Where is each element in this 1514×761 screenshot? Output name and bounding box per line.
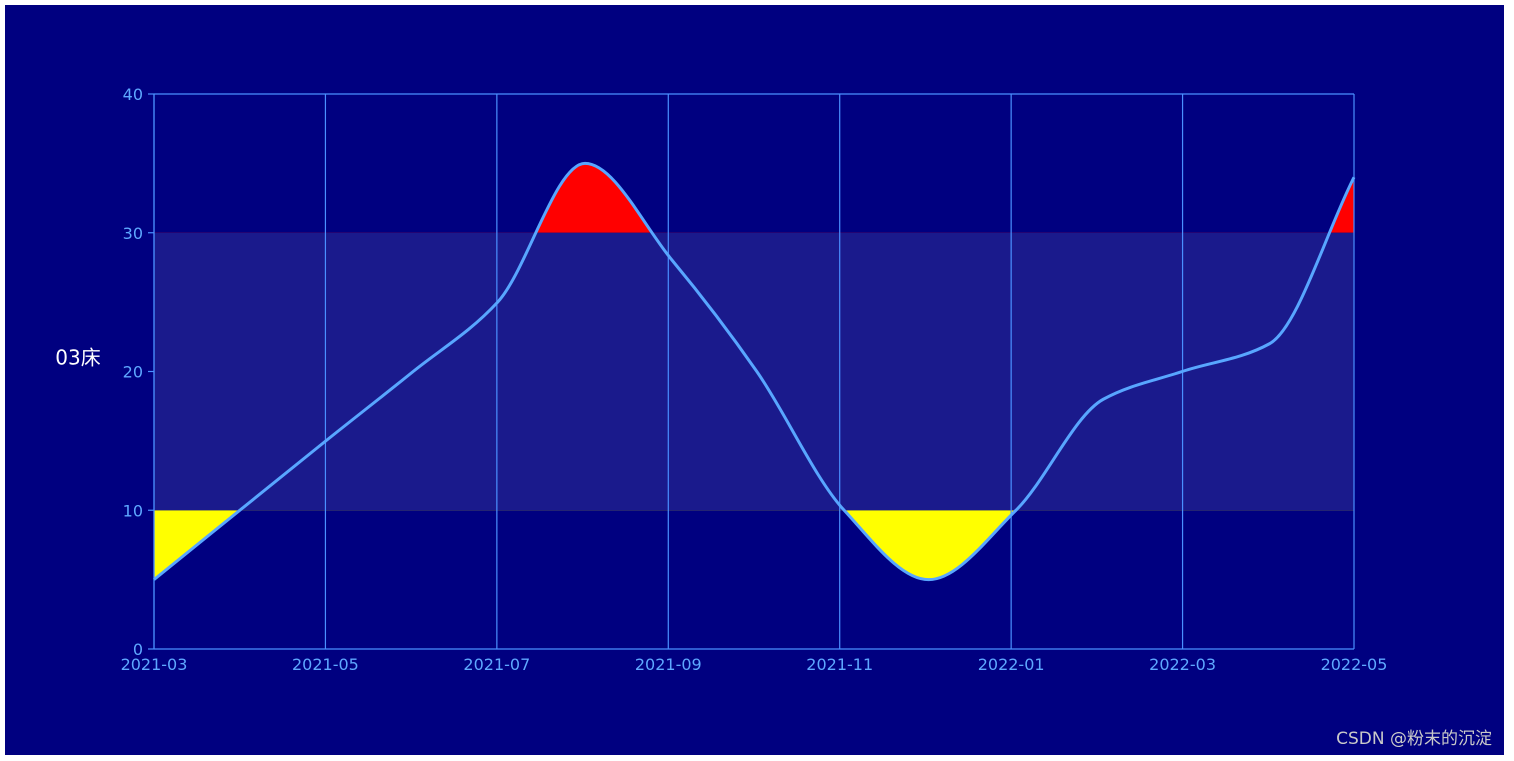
y-tick-label: 40 bbox=[123, 85, 143, 104]
normal-range-band-layer bbox=[154, 232, 1354, 511]
x-tick-label: 2022-01 bbox=[978, 655, 1045, 674]
series-line-layer bbox=[153, 161, 1356, 582]
x-tick-label: 2022-03 bbox=[1149, 655, 1216, 674]
watermark-text: CSDN @粉末的沉淀 bbox=[1336, 729, 1492, 749]
x-tick-label: 2021-03 bbox=[121, 655, 188, 674]
line-chart: 2021-03 2021-05 2021-07 2021-09 2021-11 2022-… bbox=[55, 85, 1388, 674]
x-tick-label: 2022-05 bbox=[1321, 655, 1388, 674]
series-line bbox=[153, 161, 1356, 582]
x-tick-label: 2021-07 bbox=[463, 655, 530, 674]
y-tick-label: 30 bbox=[123, 224, 143, 243]
y-tick-label: 20 bbox=[123, 363, 143, 382]
tick-label-layer: 2021-03 2021-05 2021-07 2021-09 2021-11 2022-… bbox=[121, 85, 1388, 674]
x-tick-label: 2021-11 bbox=[806, 655, 873, 674]
y-tick-label: 0 bbox=[133, 640, 143, 659]
y-axis-label: 03床 bbox=[55, 346, 100, 370]
x-tick-label: 2021-09 bbox=[635, 655, 702, 674]
normal-range-band bbox=[154, 232, 1354, 511]
chart-container: 2021-03 2021-05 2021-07 2021-09 2021-11 2022-… bbox=[5, 5, 1504, 755]
y-tick-label: 10 bbox=[123, 501, 143, 520]
x-tick-label: 2021-05 bbox=[292, 655, 359, 674]
grid-layer bbox=[148, 93, 1355, 650]
